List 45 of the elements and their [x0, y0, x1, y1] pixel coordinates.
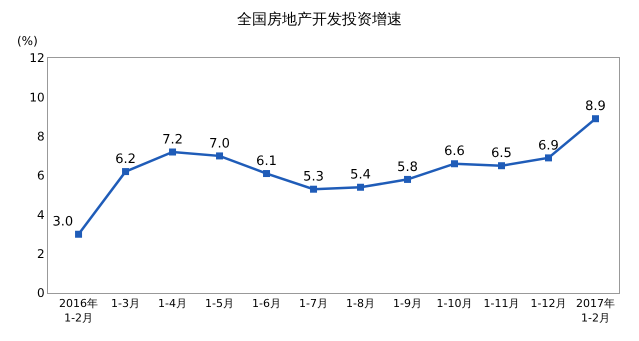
data-label: 7.2: [162, 132, 183, 148]
point: [169, 148, 176, 156]
data-label: 6.5: [491, 146, 512, 162]
data-label: 5.3: [303, 170, 324, 185]
y-axis-title: (%): [17, 34, 38, 48]
x-tick-label: 1-12月: [530, 297, 566, 310]
data-label: 3.0: [52, 214, 74, 230]
x-tick-label: 1-11月: [484, 297, 520, 310]
data-label: 8.9: [585, 99, 606, 114]
x-tick-label: 1-5月: [205, 297, 234, 310]
point: [216, 152, 224, 160]
y-tick-label: 10: [29, 90, 45, 104]
data-label: 6.2: [115, 152, 136, 167]
data-label: 7.0: [209, 136, 230, 152]
y-tick-label: 12: [29, 51, 45, 66]
x-tick-label: 1-7月: [299, 297, 328, 310]
point: [263, 170, 270, 178]
y-tick-label: 2: [36, 247, 45, 262]
x-tick-label: 1-10月: [436, 297, 472, 310]
point: [404, 176, 412, 183]
point: [592, 115, 599, 122]
point: [451, 160, 458, 168]
data-label: 6.6: [444, 144, 465, 160]
data-label: 6.9: [538, 138, 559, 154]
x-tick-label: 2016年 1-2月: [59, 297, 98, 324]
y-tick-label: 6: [36, 168, 45, 183]
point: [498, 162, 506, 170]
point: [122, 168, 130, 176]
data-label: 5.4: [350, 168, 371, 183]
x-tick-label: 1-8月: [346, 297, 376, 310]
y-tick-label: 8: [36, 130, 45, 144]
chart-title: 全国房地产开发投资增速: [237, 10, 402, 28]
point: [75, 230, 82, 238]
data-label: 5.8: [397, 160, 418, 175]
y-tick-label: 4: [36, 208, 45, 222]
point: [357, 184, 364, 191]
x-tick-label: 1-9月: [393, 297, 422, 310]
x-tick-label: 1-4月: [158, 297, 188, 310]
x-tick-label: 2017年 1-2月: [576, 297, 615, 324]
data-label: 6.1: [256, 154, 277, 169]
point: [310, 186, 318, 193]
x-tick-label: 1-3月: [111, 297, 140, 310]
point: [545, 154, 552, 162]
x-tick-label: 1-6月: [252, 297, 282, 310]
y-tick-label: 0: [36, 286, 45, 300]
